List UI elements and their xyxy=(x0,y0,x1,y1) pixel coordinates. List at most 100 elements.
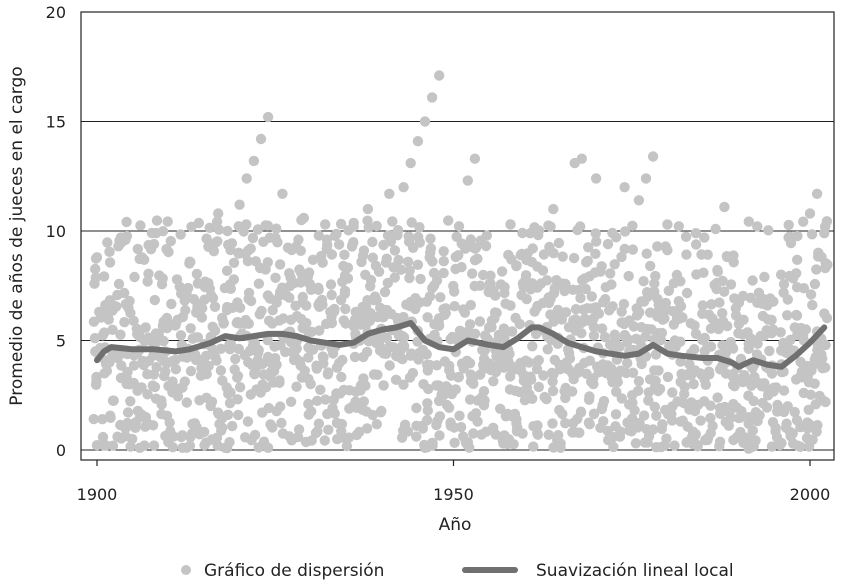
scatter-point xyxy=(305,378,316,390)
scatter-point xyxy=(364,315,376,326)
scatter-point xyxy=(88,413,100,425)
scatter-point xyxy=(604,305,615,316)
scatter-point xyxy=(722,320,733,332)
scatter-point xyxy=(397,353,408,365)
scatter-point xyxy=(419,116,431,127)
scatter-point xyxy=(511,418,522,429)
scatter-point xyxy=(792,230,803,242)
scatter-point xyxy=(705,412,716,424)
scatter-point xyxy=(567,386,578,397)
scatter-point xyxy=(361,346,373,358)
scatter-point xyxy=(417,423,428,434)
scatter-point xyxy=(124,420,136,431)
scatter-point xyxy=(811,426,822,437)
scatter-point xyxy=(165,235,176,247)
scatter-point xyxy=(91,376,102,387)
scatter-point xyxy=(384,188,395,199)
scatter-point xyxy=(505,219,516,230)
scatter-point xyxy=(97,414,108,425)
scatter-point xyxy=(140,322,151,333)
scatter-point xyxy=(241,173,252,184)
scatter-point xyxy=(292,431,304,443)
scatter-point xyxy=(197,303,208,314)
scatter-point xyxy=(207,292,219,304)
scatter-point xyxy=(575,221,586,232)
scatter-point xyxy=(382,277,393,289)
scatter-point xyxy=(644,374,656,385)
scatter-point xyxy=(804,208,816,219)
scatter-point xyxy=(496,266,508,277)
scatter-point xyxy=(323,424,334,435)
scatter-point xyxy=(175,330,187,341)
scatter-point xyxy=(252,224,264,235)
scatter-point xyxy=(445,420,456,431)
scatter-point xyxy=(766,314,777,326)
x-tick-label: 1900 xyxy=(77,485,118,504)
scatter-point xyxy=(630,438,642,449)
scatter-point xyxy=(553,237,565,249)
scatter-point xyxy=(119,317,130,328)
scatter-point xyxy=(390,374,402,385)
scatter-point xyxy=(616,393,627,404)
scatter-point xyxy=(590,228,601,239)
scatter-point xyxy=(533,355,544,366)
scatter-point xyxy=(367,409,378,421)
scatter-point xyxy=(412,136,424,147)
scatter-point xyxy=(339,285,351,297)
scatter-point xyxy=(690,239,702,250)
scatter-point xyxy=(780,347,792,358)
scatter-point xyxy=(610,421,621,432)
scatter-point xyxy=(806,229,818,240)
scatter-point xyxy=(532,420,543,431)
scatter-point xyxy=(717,308,728,319)
scatter-point xyxy=(495,403,506,414)
scatter-point xyxy=(247,232,259,244)
scatter-point xyxy=(478,400,490,411)
scatter-point xyxy=(256,305,267,317)
scatter-point xyxy=(89,333,101,344)
scatter-point xyxy=(632,422,643,433)
scatter-point xyxy=(170,364,182,375)
scatter-point xyxy=(297,291,308,303)
scatter-point xyxy=(200,350,212,362)
scatter-point xyxy=(298,212,309,224)
scatter-point xyxy=(588,321,599,333)
scatter-point xyxy=(499,281,510,293)
scatter-point xyxy=(342,273,354,284)
scatter-point xyxy=(277,188,288,199)
scatter-point xyxy=(798,216,809,227)
scatter-point xyxy=(469,153,481,164)
scatter-point xyxy=(138,359,149,371)
scatter-point xyxy=(410,303,421,315)
scatter-point xyxy=(313,418,325,429)
scatter-point xyxy=(820,258,831,269)
scatter-point xyxy=(317,257,328,268)
scatter-point xyxy=(652,306,664,317)
scatter-point xyxy=(414,222,425,233)
scatter-point xyxy=(384,360,395,371)
scatter-point xyxy=(652,241,663,252)
scatter-point xyxy=(719,286,730,297)
scatter-point xyxy=(434,70,445,81)
scatter-point xyxy=(335,218,347,230)
scatter-point xyxy=(795,441,806,452)
scatter-point xyxy=(524,389,535,400)
scatter-point xyxy=(215,343,227,354)
scatter-point xyxy=(698,267,709,278)
scatter-point xyxy=(538,370,549,381)
scatter-point xyxy=(129,271,140,283)
scatter-point xyxy=(424,252,435,263)
scatter-point xyxy=(230,353,241,365)
scatter-point xyxy=(415,273,426,285)
scatter-point xyxy=(514,318,525,330)
scatter-point xyxy=(575,406,587,417)
scatter-point xyxy=(588,330,600,341)
scatter-point xyxy=(805,389,816,400)
scatter-point xyxy=(575,292,586,304)
scatter-point xyxy=(573,427,584,438)
scatter-point xyxy=(98,271,110,282)
scatter-point xyxy=(220,442,231,453)
scatter-point xyxy=(262,257,273,268)
scatter-point xyxy=(652,385,664,397)
scatter-point xyxy=(440,381,452,392)
